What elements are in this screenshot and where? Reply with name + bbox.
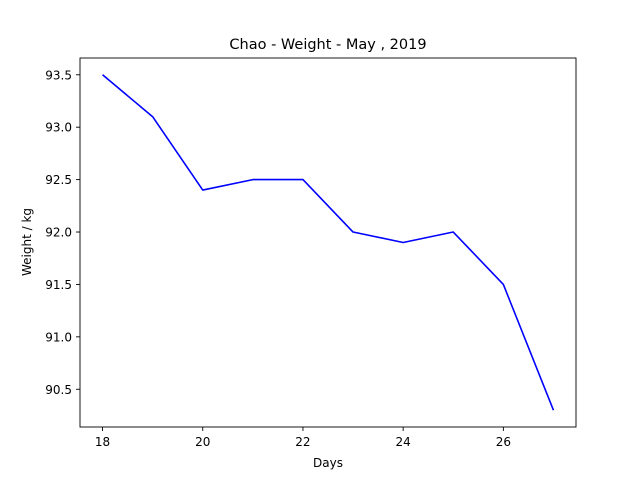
y-tick-label: 93.5 bbox=[45, 68, 72, 82]
x-tick-label: 24 bbox=[396, 435, 411, 449]
axes-frame bbox=[79, 57, 577, 428]
y-tick-label: 92.0 bbox=[45, 226, 72, 240]
x-tick-label: 18 bbox=[95, 435, 110, 449]
x-tick-label: 26 bbox=[496, 435, 511, 449]
plot-area bbox=[102, 74, 555, 411]
y-axis-label: Weight / kg bbox=[20, 208, 34, 276]
y-tick-label: 93.0 bbox=[45, 121, 72, 135]
axes: 18 20 22 24 26 90.5 91.0 91.5 92.0 92.5 93.0 93.5 bbox=[45, 57, 577, 449]
y-tick-label: 92.5 bbox=[45, 173, 72, 187]
x-tick-label: 22 bbox=[295, 435, 310, 449]
series-line-0 bbox=[102, 74, 555, 411]
x-tick-label: 20 bbox=[195, 435, 210, 449]
y-tick-label: 90.5 bbox=[45, 383, 72, 397]
chart-title: Chao - Weight - May , 2019 bbox=[229, 37, 426, 53]
y-tick-label: 91.0 bbox=[45, 330, 72, 344]
y-tick-label: 91.5 bbox=[45, 278, 72, 292]
x-axis-label: Days bbox=[313, 456, 343, 470]
